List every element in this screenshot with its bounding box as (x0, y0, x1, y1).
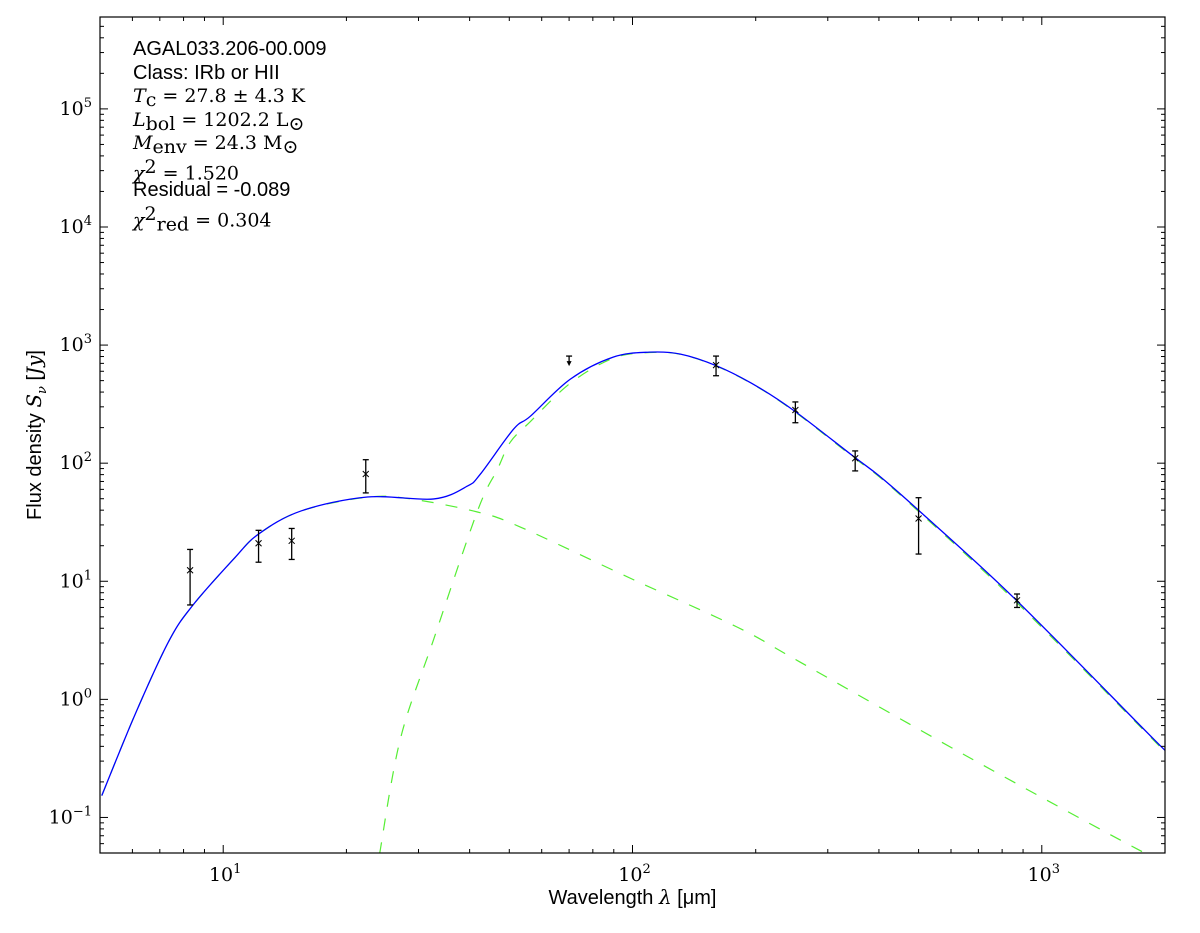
series-total-model (101, 351, 1165, 796)
x-label-text: Wavelength (548, 887, 659, 909)
x-label-unit: [μm] (671, 887, 717, 909)
x-label-symbol: λ (658, 885, 672, 909)
y-label-unit: Jy (22, 355, 46, 375)
data-point-1 (255, 529, 262, 563)
point-marker-x (186, 566, 194, 574)
y-tick-label: 100 (60, 686, 92, 710)
data-point-4 (712, 355, 720, 377)
y-label-sub: ν (35, 386, 50, 394)
data-point-6 (851, 450, 859, 472)
series-group (101, 351, 1165, 853)
annotation-line: Class: IRb or HII (133, 62, 327, 86)
annotation-line: Tc = 27.8 ± 4.3 K (133, 85, 327, 112)
y-tick-label: 102 (60, 450, 92, 474)
point-marker-x (792, 406, 799, 414)
point-marker-x (851, 454, 859, 462)
x-tick-label: 102 (618, 862, 650, 886)
point-marker-x (362, 470, 370, 478)
y-tick-label: 105 (60, 96, 92, 120)
annotation-segment: M (133, 132, 153, 154)
data-point-8 (1013, 593, 1021, 609)
annotation-segment: ⊙ (282, 136, 299, 159)
y-tick-label: 101 (60, 568, 92, 592)
x-tick-label: 103 (1028, 862, 1060, 886)
data-point-0 (186, 548, 194, 606)
annotation-line: χ2red = 0.304 (133, 202, 327, 236)
point-marker-x (915, 515, 922, 522)
y-label-open: [ (24, 374, 46, 387)
annotation-segment: 2 (144, 202, 157, 225)
annotation-segment: = 27.8 ± 4.3 K (156, 85, 306, 107)
series-cold-component (379, 351, 1165, 853)
annotation-segment: env (152, 136, 187, 159)
y-tick-label: 10−1 (49, 804, 92, 828)
point-marker-x (288, 537, 296, 545)
annotation-segment: = 1.520 (156, 161, 240, 184)
annotation-segment: ⊙ (288, 112, 305, 135)
ticks (99, 16, 1166, 854)
annotation-segment: χ (133, 161, 145, 184)
annotation-line: Menv = 24.3 M⊙ (133, 132, 327, 159)
annotation-line: Residual = -0.089 (133, 179, 327, 203)
annotation-segment: = 24.3 M (186, 132, 283, 154)
annotation-segment: L (133, 108, 146, 131)
series-warm-component (101, 495, 1147, 853)
annotation-segment: red (156, 213, 190, 236)
x-tick-label: 101 (209, 862, 241, 886)
annotation-segment: AGAL033.206-00.009 (133, 38, 327, 60)
x-axis-label: Wavelength λ [μm] (0, 885, 1200, 910)
y-tick-label: 104 (60, 214, 92, 238)
annotation-segment: bol (145, 112, 176, 135)
data-point-7 (915, 497, 922, 555)
annotation-segment: 2 (144, 155, 157, 178)
point-marker-x (712, 361, 720, 369)
annotation-line: χ2 = 1.520 (133, 155, 327, 184)
fit-annotation: AGAL033.206-00.009 Class: IRb or HII Tc = … (133, 38, 327, 236)
annotation-segment: Class: IRb or HII (133, 61, 280, 84)
data-point-5 (792, 401, 799, 424)
point-marker-x (1013, 596, 1021, 604)
annotation-segment: χ (133, 208, 145, 231)
annotation-segment: c (145, 89, 157, 112)
data-point-3 (362, 459, 370, 494)
annotation-segment: Residual = -0.089 (133, 179, 291, 201)
annotation-segment: = 0.304 (189, 208, 272, 231)
annotation-line: AGAL033.206-00.009 (133, 38, 327, 62)
point-marker-x (255, 539, 262, 547)
annotation-segment: = 1202.2 L (175, 108, 289, 131)
y-axis-label: Flux density Sν [Jy] (22, 350, 50, 520)
annotation-segment: T (133, 85, 146, 107)
upper-limit-arrow (566, 361, 572, 367)
y-label-symbol: S (22, 393, 46, 408)
y-tick-label: 103 (60, 332, 92, 356)
upper-limit-0 (566, 355, 573, 367)
annotation-line: Lbol = 1202.2 L⊙ (133, 108, 327, 135)
y-label-close: ] (24, 350, 46, 356)
y-label-text: Flux density (24, 407, 46, 520)
data-point-2 (288, 527, 296, 561)
